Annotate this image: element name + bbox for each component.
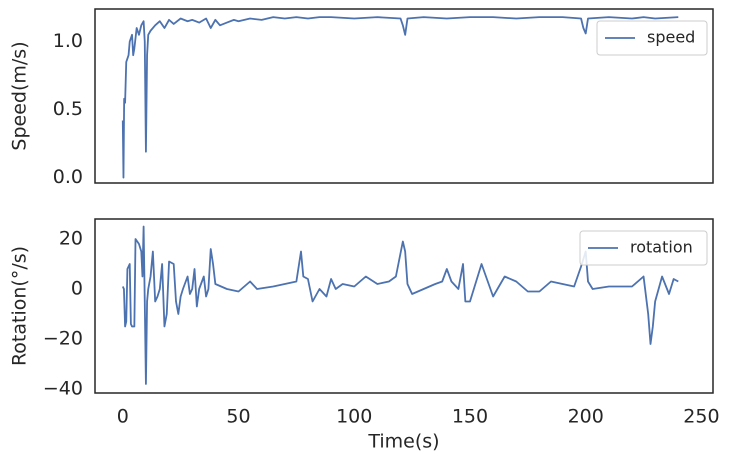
legend-box bbox=[596, 20, 708, 56]
series-line bbox=[121, 225, 679, 385]
legend: rotation bbox=[579, 230, 708, 266]
x-tick-label: 100 bbox=[336, 406, 372, 428]
x-tick-label: 50 bbox=[226, 406, 250, 428]
series-line bbox=[121, 16, 679, 179]
axes-frame bbox=[94, 218, 714, 394]
y-axis-label: Speed(m/s) bbox=[9, 41, 31, 150]
x-axis-label: Time(s) bbox=[367, 431, 439, 453]
x-tick-label: 150 bbox=[452, 406, 488, 428]
x-tick-label: 200 bbox=[568, 406, 604, 428]
y-axis-label: Rotation(°/s) bbox=[9, 246, 31, 366]
legend: speed bbox=[596, 20, 708, 56]
axes-frame bbox=[94, 8, 714, 184]
x-tick-label: 250 bbox=[683, 406, 719, 428]
y-tick-label: 0 bbox=[71, 278, 83, 300]
y-tick-label: −20 bbox=[43, 328, 83, 350]
y-tick-label: 0.5 bbox=[53, 98, 83, 120]
y-tick-label: −40 bbox=[43, 378, 83, 400]
legend-box bbox=[579, 230, 708, 266]
x-tick-label: 0 bbox=[117, 406, 129, 428]
y-tick-label: 20 bbox=[59, 228, 83, 250]
y-tick-label: 1.0 bbox=[53, 30, 83, 52]
y-tick-label: 0.0 bbox=[53, 166, 83, 188]
legend-label: rotation bbox=[630, 238, 693, 257]
subplot: 0.0 0.5 1.0 Speed(m/s) speed bbox=[9, 8, 714, 188]
legend-label: speed bbox=[647, 28, 695, 47]
